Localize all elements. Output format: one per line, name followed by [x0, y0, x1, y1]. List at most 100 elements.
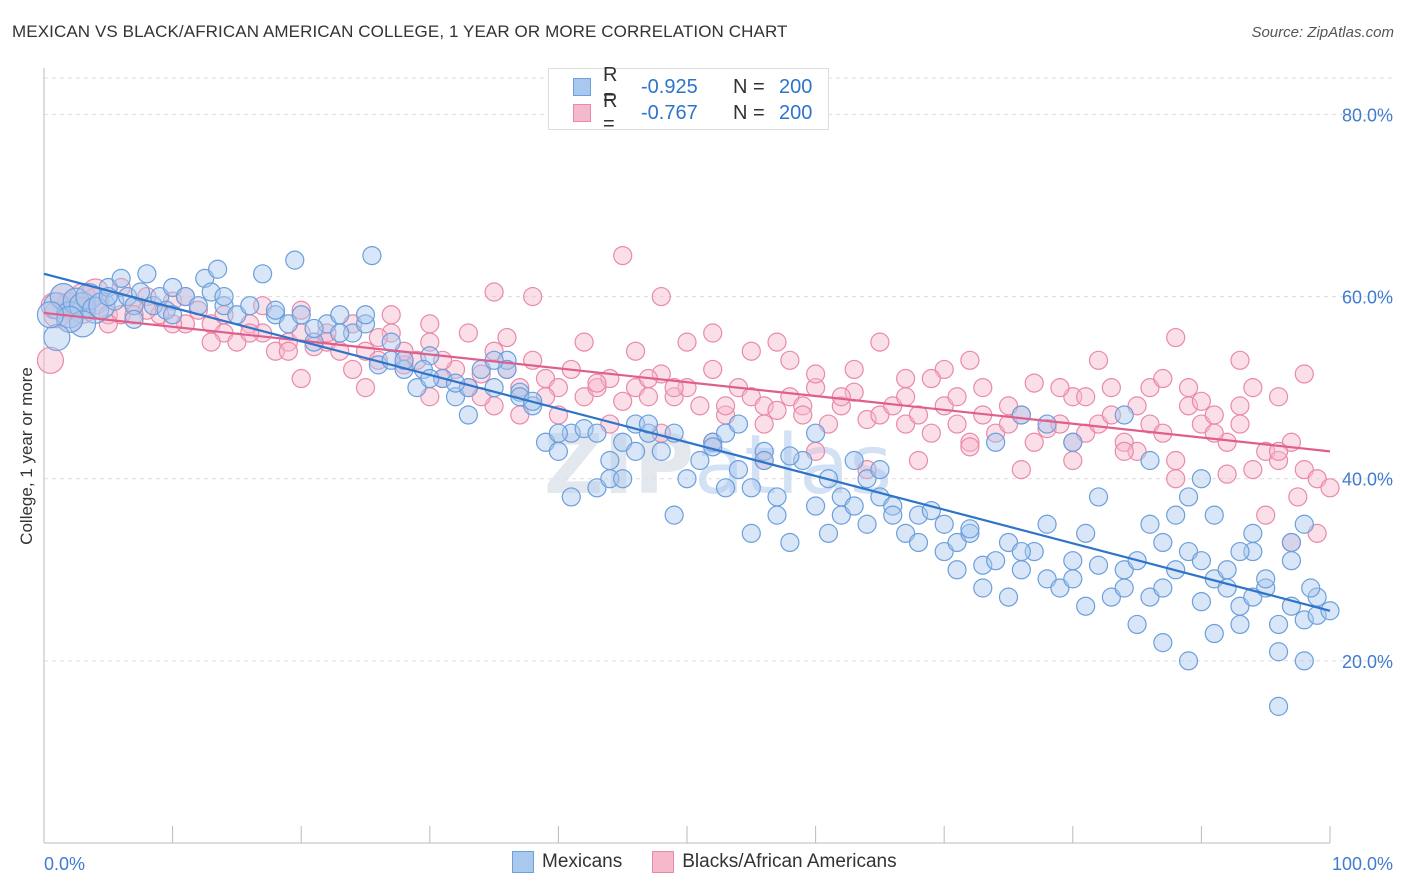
blacks-point: [1230, 396, 1250, 416]
mexicans-trend-line: [43, 272, 1331, 612]
mexicans-point: [1191, 592, 1212, 612]
blacks-point: [870, 332, 890, 352]
blacks-swatch: [573, 104, 591, 122]
blacks-point: [1153, 368, 1173, 389]
blacks-point: [677, 332, 697, 352]
mexicans-point: [1114, 405, 1134, 425]
mexicans-point: [1088, 555, 1109, 575]
mexicans-point: [1076, 523, 1096, 543]
blacks-point: [613, 245, 633, 266]
mexicans-point: [1294, 514, 1314, 534]
mexicans-point: [1153, 532, 1173, 553]
mexicans-point: [715, 478, 736, 498]
mexicans-point: [600, 450, 620, 471]
mexicans-point: [741, 478, 761, 498]
blacks-point: [805, 364, 826, 384]
tick-labels: 20.0% 40.0% 60.0% 80.0% 0.0% 100.0%: [44, 105, 1393, 874]
blacks-point: [690, 396, 710, 416]
blacks-point: [960, 437, 980, 457]
mexicans-point: [1204, 623, 1224, 644]
y-tick-label: 40.0%: [1342, 470, 1393, 490]
mexicans-point: [137, 264, 157, 284]
blacks-point: [420, 314, 440, 334]
n-value: 200: [779, 75, 813, 98]
blacks-point: [1191, 391, 1212, 411]
blacks-point: [471, 364, 491, 384]
blacks-point: [1256, 505, 1276, 525]
trend-lines: [43, 272, 1331, 612]
blacks-point: [767, 332, 787, 352]
mexicans-point: [1011, 405, 1031, 425]
legend-label-mexicans: Mexicans: [542, 851, 623, 872]
mexicans-point: [780, 446, 800, 466]
blacks-point: [355, 378, 376, 398]
blacks-point: [291, 300, 311, 320]
r-label: R =: [603, 64, 618, 109]
blacks-point: [703, 359, 723, 380]
blacks-point: [638, 387, 659, 407]
mexicans-point: [625, 441, 646, 461]
mexicans-point: [960, 523, 980, 543]
n-label: N =: [733, 75, 765, 98]
blacks-point: [960, 350, 980, 370]
blacks-point: [1024, 432, 1044, 452]
blacks-point: [921, 368, 941, 389]
mexicans-point: [130, 282, 151, 302]
blacks-point: [844, 359, 864, 380]
mexicans-point: [986, 551, 1006, 571]
mexicans-point: [767, 505, 787, 525]
mexicans-point: [1166, 505, 1186, 525]
blacks-point: [1088, 350, 1109, 370]
blacks-point: [1166, 327, 1186, 348]
blacks-point: [201, 332, 221, 352]
mexicans-point: [857, 514, 877, 534]
x-tick-label-end: 100.0%: [1332, 854, 1393, 874]
blacks-point: [947, 387, 967, 407]
mexicans-point: [998, 587, 1019, 607]
blacks-point: [1217, 464, 1237, 484]
blacks-point: [574, 332, 594, 352]
mexicans-point: [43, 323, 71, 352]
r-value: -0.925: [641, 75, 698, 98]
blacks-point: [1037, 419, 1057, 439]
mexicans-point: [291, 305, 311, 325]
blacks-point: [497, 327, 517, 348]
mexicans-point: [1178, 651, 1199, 671]
mexicans-point: [1281, 551, 1302, 571]
blacks-point: [1320, 478, 1340, 498]
mexicans-point: [124, 309, 144, 329]
blacks-point: [1288, 487, 1308, 507]
mexicans-point: [908, 505, 929, 525]
blacks-point: [664, 378, 684, 398]
blacks-point: [651, 286, 671, 307]
mexicans-point: [1191, 469, 1212, 489]
legend-item-mexicans[interactable]: Mexicans: [512, 851, 622, 873]
x-tick-label-start: 0.0%: [44, 854, 85, 874]
blacks-legend-swatch: [652, 851, 675, 873]
mexicans-point: [265, 300, 286, 320]
mexicans-legend-swatch: [512, 851, 534, 873]
blacks-point: [767, 400, 787, 421]
mexicans-point: [1204, 505, 1224, 525]
mexicans-point: [741, 523, 761, 543]
mexicans-point: [587, 423, 607, 443]
mexicans-point: [1037, 514, 1057, 534]
mexicans-point: [780, 532, 800, 553]
blacks-point: [1011, 460, 1031, 480]
mexicans-point: [574, 419, 594, 439]
blacks-point: [896, 368, 916, 389]
mexicans-point: [1063, 569, 1083, 589]
mexicans-point: [548, 441, 569, 461]
legend-item-blacks[interactable]: Blacks/African Americans: [652, 851, 897, 873]
mexicans-point: [908, 532, 929, 553]
mexicans-swatch: [573, 78, 591, 96]
mexicans-point: [355, 305, 376, 325]
mexicans-point: [163, 305, 183, 325]
y-tick-label: 20.0%: [1342, 652, 1393, 672]
mexicans-point: [201, 282, 221, 302]
blacks-point: [947, 414, 967, 434]
mexicans-point: [947, 560, 967, 580]
mexicans-point: [362, 245, 382, 266]
legend-label-blacks: Blacks/African Americans: [682, 851, 897, 872]
